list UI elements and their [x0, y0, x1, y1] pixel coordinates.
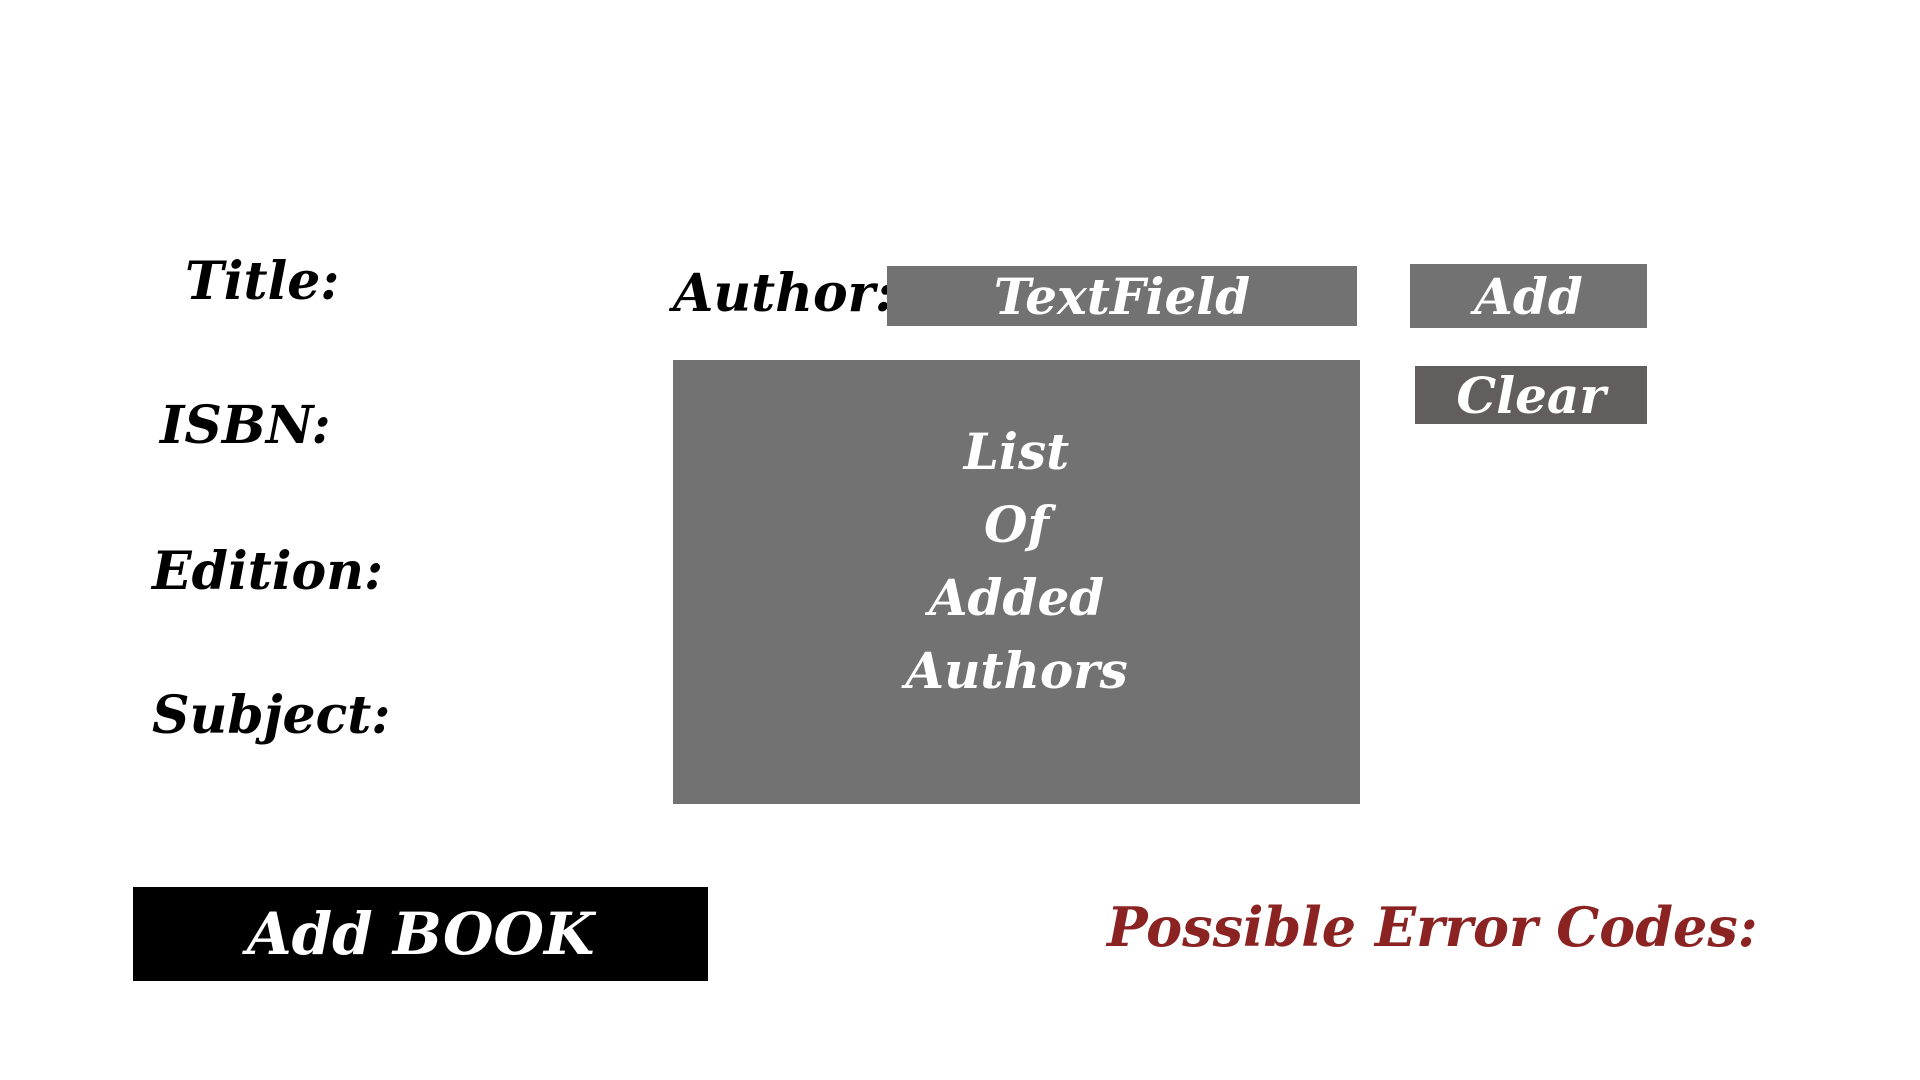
isbn-label: ISBN: — [160, 395, 331, 456]
author-list-placeholder: List Of Added Authors — [673, 415, 1360, 707]
author-text-field[interactable]: TextField — [887, 266, 1357, 326]
clear-button[interactable]: Clear — [1415, 366, 1647, 425]
author-list[interactable]: List Of Added Authors — [673, 360, 1360, 804]
error-codes-label: Possible Error Codes: — [1107, 895, 1758, 959]
author-label: Author: — [673, 263, 895, 324]
author-list-line: List — [963, 422, 1070, 481]
author-list-line: Authors — [905, 641, 1128, 700]
add-book-button[interactable]: Add BOOK — [133, 887, 708, 981]
subject-label: Subject: — [152, 685, 391, 746]
title-label: Title: — [185, 251, 340, 312]
add-author-button[interactable]: Add — [1410, 264, 1647, 328]
author-list-line: Of — [983, 495, 1050, 554]
author-list-line: Added — [928, 568, 1105, 627]
edition-label: Edition: — [152, 541, 384, 602]
